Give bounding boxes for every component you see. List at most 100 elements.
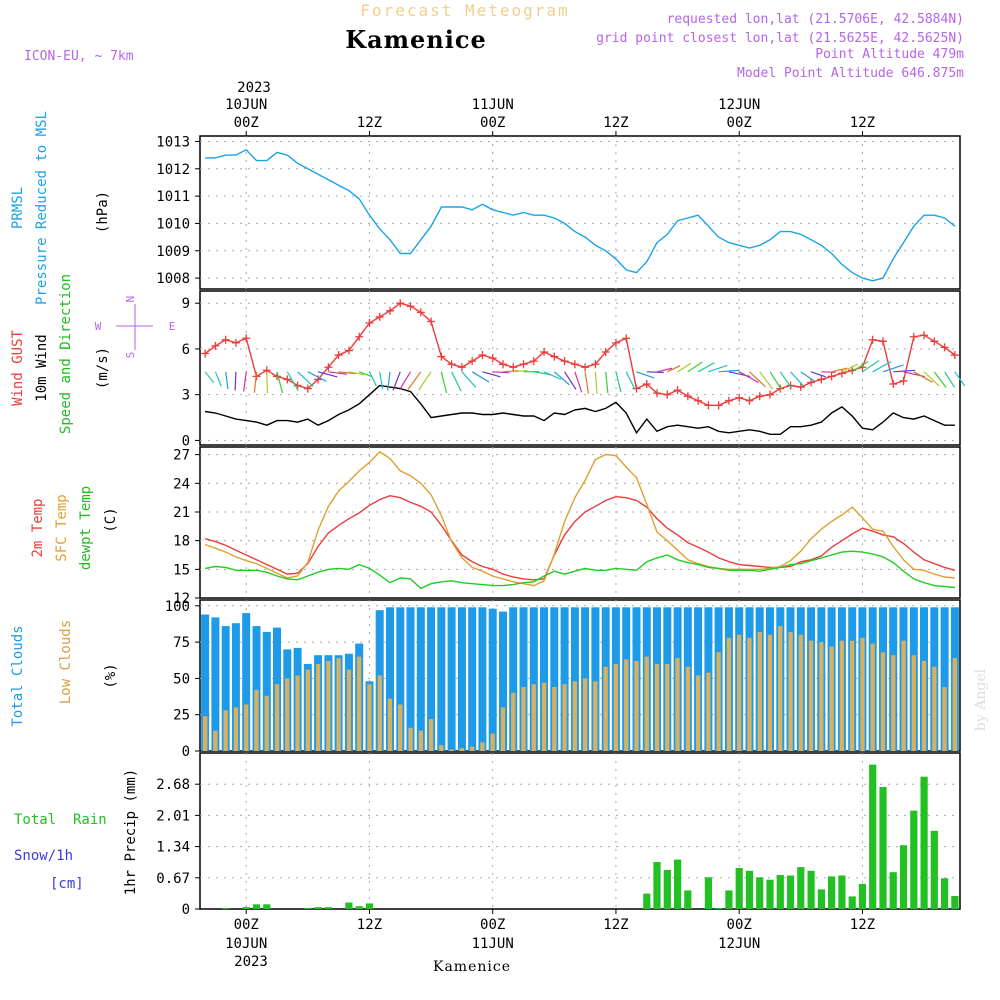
bar-low-clouds	[634, 661, 639, 751]
bar-total-clouds	[940, 607, 949, 751]
bar-total-clouds	[396, 607, 405, 751]
bar-total-clouds	[221, 626, 230, 751]
xtick-hour-bottom: 00Z	[727, 917, 752, 933]
bar-total-rain	[951, 896, 959, 909]
bar-total-rain	[848, 896, 856, 909]
gust-point	[663, 390, 672, 399]
wind-arrow	[790, 371, 804, 386]
gust-point	[642, 380, 651, 389]
gust-point	[283, 375, 292, 384]
gust-point	[817, 375, 826, 384]
wind-arrow	[708, 364, 728, 373]
bar-low-clouds	[552, 687, 557, 751]
bar-low-clouds	[860, 637, 865, 752]
bar-total-clouds	[509, 607, 518, 751]
bar-low-clouds	[654, 663, 660, 751]
wind-arrow	[513, 369, 528, 373]
bar-total-rain	[766, 879, 774, 909]
bar-total-clouds	[201, 614, 210, 751]
xtick-hour-bottom: 12Z	[357, 917, 382, 933]
bar-total-rain	[663, 869, 671, 909]
bar-low-clouds	[316, 663, 321, 751]
bar-low-clouds	[921, 661, 927, 751]
bar-low-clouds	[726, 637, 732, 752]
label-low-clouds: Low Clouds	[58, 620, 74, 704]
bar-low-clouds	[685, 666, 690, 751]
compass-e: E	[169, 320, 176, 333]
xtick-hour-top: 00Z	[480, 115, 505, 131]
gust-point	[807, 378, 816, 387]
bar-low-clouds	[808, 640, 814, 751]
label-cm: [cm]	[50, 876, 84, 892]
bar-total-rain	[889, 872, 897, 909]
gust-point	[622, 334, 631, 343]
xtick-date-top: 12JUN	[718, 97, 760, 113]
ytick-label: 100	[165, 599, 190, 615]
wind-arrow	[749, 371, 766, 388]
xtick-hour-bottom: 00Z	[480, 917, 505, 933]
bar-total-rain	[745, 870, 754, 909]
bar-low-clouds	[593, 681, 598, 751]
bar-total-rain	[222, 908, 230, 909]
wind-arrow	[625, 371, 636, 390]
gust-point	[694, 396, 703, 405]
xtick-hour-top: 12Z	[357, 115, 382, 131]
wind-arrow	[831, 367, 848, 373]
gust-point	[324, 363, 333, 372]
bar-total-clouds	[416, 607, 425, 751]
bar-low-clouds	[696, 675, 701, 751]
bar-total-rain	[817, 889, 825, 909]
gust-point	[683, 392, 692, 401]
bar-total-clouds	[478, 607, 487, 751]
gust-point	[950, 351, 959, 360]
bar-total-rain	[365, 903, 374, 909]
gust-point	[540, 347, 549, 356]
xtick-date-bottom: 10JUN	[225, 936, 267, 952]
compass-w: W	[95, 320, 102, 333]
bar-total-rain	[252, 904, 261, 909]
bar-total-rain	[643, 893, 651, 909]
bar-total-clouds	[550, 607, 559, 751]
chart-title: Forecast Meteogram	[360, 1, 569, 20]
ytick-label: 24	[173, 476, 190, 492]
bar-low-clouds	[233, 707, 239, 751]
bar-total-clouds	[570, 607, 579, 751]
bar-low-clouds	[901, 640, 906, 751]
wind-arrow	[718, 369, 740, 373]
bar-low-clouds	[880, 652, 886, 751]
gust-point	[745, 396, 754, 405]
gust-point	[827, 372, 836, 381]
gust-point	[529, 357, 538, 366]
gust-point	[468, 357, 477, 366]
ytick-label: 6	[182, 342, 190, 358]
bar-low-clouds	[531, 684, 536, 751]
plot-area: 1008 1009 1010 1011 1012 1013 0 3 6 9 12 15 18 21 24 27…	[156, 97, 966, 952]
ytick-label: 1009	[156, 244, 190, 260]
bar-total-rain	[910, 810, 918, 909]
ytick-label: 0	[182, 433, 190, 449]
wind-arrow	[646, 371, 664, 374]
wind-arrow	[253, 371, 258, 393]
bar-low-clouds	[798, 634, 803, 751]
label-pressure: Pressure Reduced to MSL	[34, 111, 50, 305]
bar-low-clouds	[490, 733, 495, 751]
wind-arrow	[266, 371, 269, 394]
gust-point	[427, 317, 436, 326]
label-10m-wind: 10m Wind	[34, 334, 50, 401]
bar-low-clouds	[819, 642, 824, 751]
bar-low-clouds	[675, 658, 680, 751]
bar-low-clouds	[336, 658, 341, 751]
label-ms: (m/s)	[95, 347, 111, 389]
wind-arrow	[605, 371, 609, 394]
series-line-wind-gust	[204, 302, 956, 407]
gust-point	[386, 306, 394, 315]
requested-coords: requested lon,lat (21.5706E, 42.5884N)	[667, 12, 964, 27]
wind-arrow	[348, 371, 365, 376]
gust-point	[632, 384, 641, 393]
bar-total-clouds	[211, 617, 220, 751]
ytick-label: 12	[173, 591, 190, 607]
bar-low-clouds	[377, 675, 382, 751]
bar-total-rain	[858, 883, 866, 909]
bar-total-rain	[899, 845, 908, 909]
gust-point	[755, 392, 764, 401]
